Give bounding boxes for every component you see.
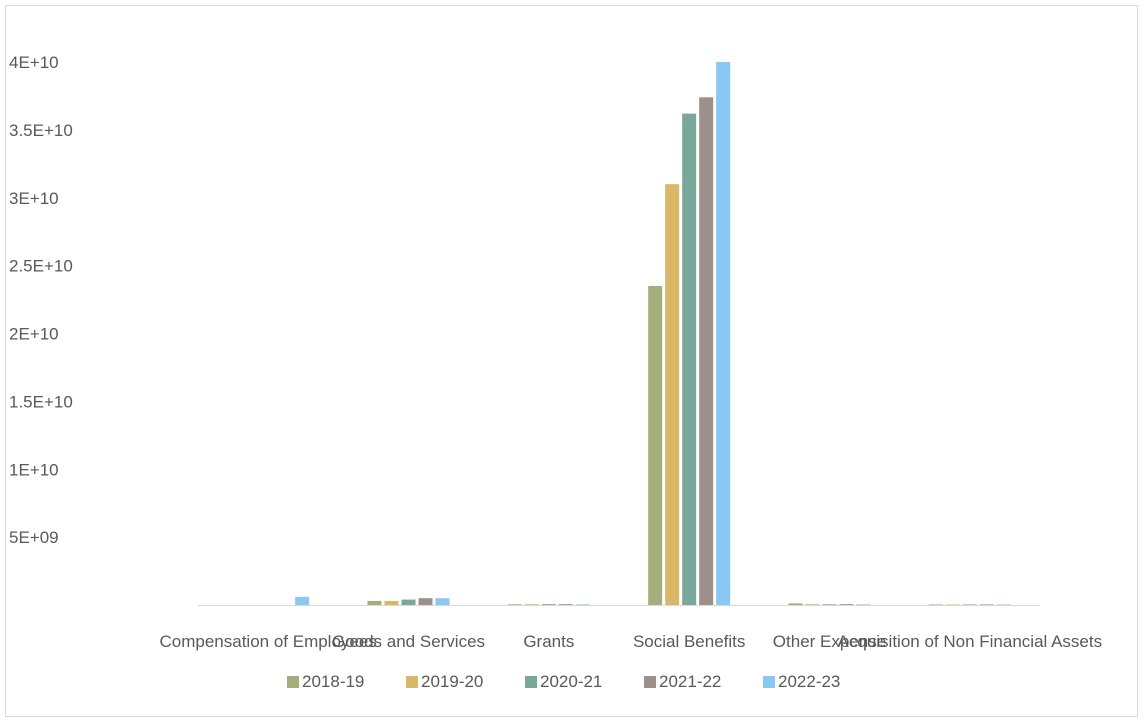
bar-2019-20 xyxy=(805,604,820,605)
bar-2018-19 xyxy=(507,604,522,605)
bar-2018-19 xyxy=(928,604,943,605)
bar-2019-20 xyxy=(524,604,539,605)
bar-2022-23 xyxy=(716,62,731,605)
legend-swatch xyxy=(644,676,656,688)
bar-2021-22 xyxy=(699,97,714,606)
bar-2021-22 xyxy=(418,598,433,605)
x-tick-label: Grants xyxy=(523,632,574,651)
legend-label: 2021-22 xyxy=(659,672,721,691)
x-tick-label: Other Expense xyxy=(773,632,886,651)
bar-2022-23 xyxy=(856,604,871,605)
legend: 2018-19 2019-20 2020-21 2021-22 2022-23 xyxy=(287,672,840,691)
bar-2019-20 xyxy=(384,600,399,605)
y-tick-label: 3.5E+10 xyxy=(9,121,73,140)
y-tick-label: 3E+10 xyxy=(9,189,59,208)
bar-2019-20 xyxy=(945,604,960,605)
x-tick-label: Social Benefits xyxy=(633,632,745,651)
x-tick-label: Acquisition of Non Financial Assets xyxy=(838,632,1103,651)
bar-2020-21 xyxy=(541,604,556,605)
legend-swatch xyxy=(406,676,418,688)
legend-swatch xyxy=(525,676,537,688)
legend-label: 2019-20 xyxy=(421,672,483,691)
bar-2021-22 xyxy=(979,604,994,605)
bar-2020-21 xyxy=(401,599,416,605)
legend-swatch xyxy=(287,676,299,688)
bar-2022-23 xyxy=(575,604,590,605)
legend-label: 2018-19 xyxy=(302,672,364,691)
y-axis: 5E+09 1E+10 1.5E+10 2E+10 2.5E+10 3E+10 3.5E+1… xyxy=(9,53,73,547)
bar-2020-21 xyxy=(962,604,977,605)
bar-2022-23 xyxy=(295,596,310,605)
y-tick-label: 2.5E+10 xyxy=(9,257,73,276)
legend-swatch xyxy=(763,676,775,688)
bar-2018-19 xyxy=(648,285,663,605)
y-tick-label: 2E+10 xyxy=(9,325,59,344)
bars xyxy=(295,62,1011,606)
y-tick-label: 4E+10 xyxy=(9,53,59,72)
bar-2019-20 xyxy=(665,184,680,606)
bar-chart: 5E+09 1E+10 1.5E+10 2E+10 2.5E+10 3E+10 3.5E+1… xyxy=(9,53,1102,691)
legend-label: 2020-21 xyxy=(540,672,602,691)
bar-2018-19 xyxy=(367,600,382,605)
bar-2022-23 xyxy=(435,598,450,605)
bar-2018-19 xyxy=(788,603,803,605)
y-tick-label: 1E+10 xyxy=(9,460,59,479)
bar-2020-21 xyxy=(682,113,697,606)
bar-2021-22 xyxy=(558,604,573,605)
y-tick-label: 5E+09 xyxy=(9,528,59,547)
bar-2022-23 xyxy=(996,604,1011,605)
x-tick-label: Goods and Services xyxy=(332,632,485,651)
chart-frame: 5E+09 1E+10 1.5E+10 2E+10 2.5E+10 3E+10 3.5E+1… xyxy=(5,5,1138,717)
bar-2020-21 xyxy=(822,604,837,605)
legend-label: 2022-23 xyxy=(778,672,840,691)
y-tick-label: 1.5E+10 xyxy=(9,392,73,411)
x-tick-label: Compensation of Employees xyxy=(159,632,376,651)
bar-2021-22 xyxy=(839,604,854,605)
